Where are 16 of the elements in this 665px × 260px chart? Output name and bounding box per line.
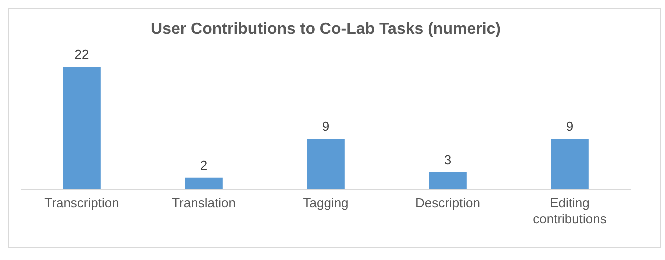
data-label: 3 (444, 152, 452, 168)
bar (429, 172, 467, 189)
bar (63, 67, 101, 189)
x-tick-label: Description (415, 196, 481, 210)
x-tick-label: Editing contributions (533, 196, 608, 226)
chart-title: User Contributions to Co-Lab Tasks (numeric) (151, 21, 501, 38)
data-label: 9 (322, 119, 330, 134)
bar (307, 139, 345, 189)
bar (551, 139, 589, 189)
x-tick-label: Transcription (44, 196, 120, 210)
data-label: 2 (200, 158, 208, 173)
data-label: 22 (74, 47, 90, 62)
x-tick-label: Translation (172, 196, 236, 210)
bar (185, 178, 223, 189)
data-label: 9 (566, 119, 574, 134)
x-tick-label: Tagging (303, 196, 349, 210)
